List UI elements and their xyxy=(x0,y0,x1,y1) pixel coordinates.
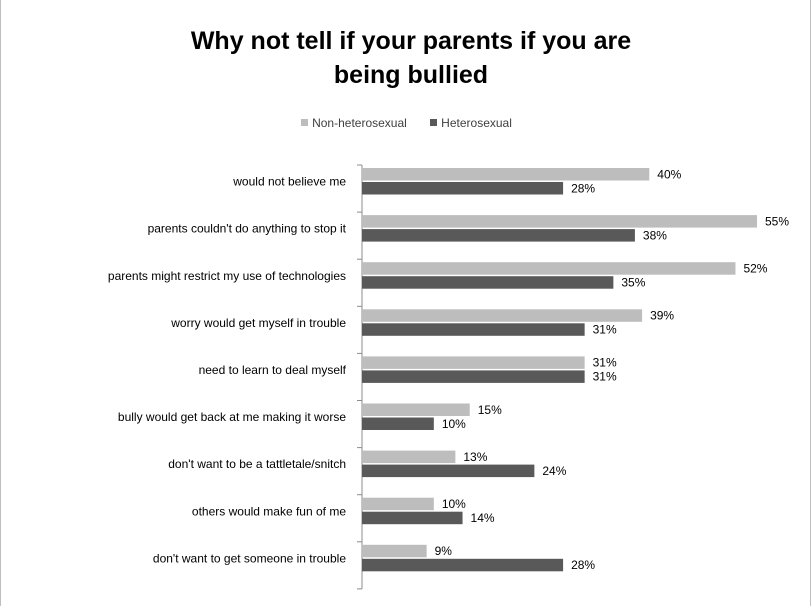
legend-item-heterosexual: Heterosexual xyxy=(430,116,512,130)
data-label-non-heterosexual-others-would-make-fun-of-me: 10% xyxy=(442,497,466,511)
category-label-bully-would-get-back-at-me-making-it-worse: bully would get back at me making it wor… xyxy=(118,410,346,424)
data-label-non-heterosexual-parents-might-restrict-my-use-of-technologies: 52% xyxy=(743,261,767,275)
legend: Non-heterosexual Heterosexual xyxy=(1,116,810,130)
category-label-parents-might-restrict-my-use-of-technologies: parents might restrict my use of technol… xyxy=(108,269,346,283)
bar-heterosexual-don-t-want-to-get-someone-in-trouble xyxy=(362,558,564,572)
category-label-others-would-make-fun-of-me: others would make fun of me xyxy=(192,504,346,518)
category-label-need-to-learn-to-deal-myself: need to learn to deal myself xyxy=(199,363,347,377)
bar-heterosexual-bully-would-get-back-at-me-making-it-worse xyxy=(362,417,434,430)
data-label-heterosexual-others-would-make-fun-of-me: 14% xyxy=(471,511,495,525)
data-label-non-heterosexual-worry-would-get-myself-in-trouble: 39% xyxy=(650,309,674,323)
bar-non-heterosexual-others-would-make-fun-of-me xyxy=(362,497,434,511)
category-label-parents-couldn-t-do-anything-to-stop-it: parents couldn't do anything to stop it xyxy=(148,222,347,236)
bar-non-heterosexual-don-t-want-to-get-someone-in-trouble xyxy=(362,544,427,558)
category-label-don-t-want-to-be-a-tattletale-snitch: don't want to be a tattletale/snitch xyxy=(168,457,346,471)
bar-heterosexual-worry-would-get-myself-in-trouble xyxy=(362,323,585,336)
data-label-non-heterosexual-would-not-believe-me: 40% xyxy=(657,167,681,181)
data-label-heterosexual-parents-couldn-t-do-anything-to-stop-it: 38% xyxy=(643,228,667,242)
bar-non-heterosexual-would-not-believe-me xyxy=(362,168,650,181)
data-label-heterosexual-worry-would-get-myself-in-trouble: 31% xyxy=(593,323,617,337)
bar-heterosexual-parents-might-restrict-my-use-of-technologies xyxy=(362,276,614,289)
bar-non-heterosexual-bully-would-get-back-at-me-making-it-worse xyxy=(362,403,470,416)
legend-label-heterosexual: Heterosexual xyxy=(441,116,512,130)
bar-non-heterosexual-need-to-learn-to-deal-myself xyxy=(362,356,585,369)
bar-non-heterosexual-parents-might-restrict-my-use-of-technologies xyxy=(362,262,736,275)
bar-non-heterosexual-worry-would-get-myself-in-trouble xyxy=(362,309,643,322)
data-label-non-heterosexual-need-to-learn-to-deal-myself: 31% xyxy=(593,356,617,370)
legend-swatch-heterosexual xyxy=(430,119,438,126)
bar-heterosexual-parents-couldn-t-do-anything-to-stop-it xyxy=(362,229,635,242)
data-label-non-heterosexual-don-t-want-to-get-someone-in-trouble: 9% xyxy=(435,544,453,558)
bar-heterosexual-others-would-make-fun-of-me xyxy=(362,511,463,525)
data-label-heterosexual-parents-might-restrict-my-use-of-technologies: 35% xyxy=(621,275,645,289)
category-label-don-t-want-to-get-someone-in-trouble: don't want to get someone in trouble xyxy=(153,551,346,565)
data-label-heterosexual-would-not-believe-me: 28% xyxy=(571,181,595,195)
category-label-worry-would-get-myself-in-trouble: worry would get myself in trouble xyxy=(170,316,346,330)
legend-label-non-heterosexual: Non-heterosexual xyxy=(312,116,407,130)
data-label-heterosexual-don-t-want-to-get-someone-in-trouble: 28% xyxy=(571,558,595,572)
bar-heterosexual-don-t-want-to-be-a-tattletale-snitch xyxy=(362,464,535,478)
bar-non-heterosexual-don-t-want-to-be-a-tattletale-snitch xyxy=(362,450,456,464)
data-label-heterosexual-don-t-want-to-be-a-tattletale-snitch: 24% xyxy=(542,464,566,478)
bar-non-heterosexual-parents-couldn-t-do-anything-to-stop-it xyxy=(362,215,757,228)
legend-swatch-non-heterosexual xyxy=(301,119,309,126)
data-label-non-heterosexual-parents-couldn-t-do-anything-to-stop-it: 55% xyxy=(765,214,789,228)
bar-heterosexual-need-to-learn-to-deal-myself xyxy=(362,370,585,383)
data-label-non-heterosexual-bully-would-get-back-at-me-making-it-worse: 15% xyxy=(478,403,502,417)
category-label-would-not-believe-me: would not believe me xyxy=(232,175,346,189)
data-label-heterosexual-need-to-learn-to-deal-myself: 31% xyxy=(593,370,617,384)
bar-heterosexual-would-not-believe-me xyxy=(362,182,564,195)
chart-title: Why not tell if your parents if you are … xyxy=(190,27,632,89)
data-label-non-heterosexual-don-t-want-to-be-a-tattletale-snitch: 13% xyxy=(463,450,487,464)
data-label-heterosexual-bully-would-get-back-at-me-making-it-worse: 10% xyxy=(442,417,466,431)
legend-item-non-heterosexual: Non-heterosexual xyxy=(301,116,407,130)
